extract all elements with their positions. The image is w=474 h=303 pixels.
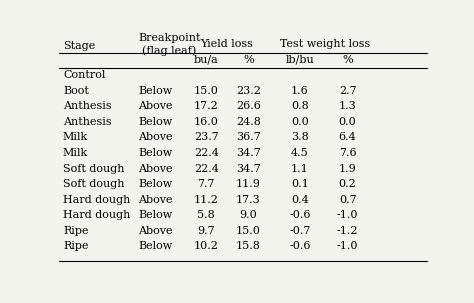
Text: Ripe: Ripe xyxy=(63,226,89,236)
Text: 34.7: 34.7 xyxy=(236,148,261,158)
Text: 0.4: 0.4 xyxy=(291,195,309,205)
Text: -1.0: -1.0 xyxy=(337,241,358,251)
Text: Anthesis: Anthesis xyxy=(63,101,111,112)
Text: Test weight loss: Test weight loss xyxy=(281,39,371,49)
Text: %: % xyxy=(342,55,353,65)
Text: 0.0: 0.0 xyxy=(291,117,309,127)
Text: Hard dough: Hard dough xyxy=(63,210,130,220)
Text: -0.7: -0.7 xyxy=(289,226,310,236)
Text: 17.2: 17.2 xyxy=(194,101,219,112)
Text: 0.2: 0.2 xyxy=(339,179,356,189)
Text: Above: Above xyxy=(138,164,173,174)
Text: 1.9: 1.9 xyxy=(339,164,356,174)
Text: Above: Above xyxy=(138,226,173,236)
Text: 0.8: 0.8 xyxy=(291,101,309,112)
Text: 1.6: 1.6 xyxy=(291,86,309,96)
Text: lb/bu: lb/bu xyxy=(285,55,314,65)
Text: 34.7: 34.7 xyxy=(236,164,261,174)
Text: 0.0: 0.0 xyxy=(339,117,356,127)
Text: -0.6: -0.6 xyxy=(289,210,310,220)
Text: 22.4: 22.4 xyxy=(194,148,219,158)
Text: Below: Below xyxy=(138,117,173,127)
Text: 11.9: 11.9 xyxy=(236,179,261,189)
Text: Stage: Stage xyxy=(63,42,95,52)
Text: %: % xyxy=(243,55,254,65)
Text: 1.3: 1.3 xyxy=(339,101,356,112)
Text: 16.0: 16.0 xyxy=(194,117,219,127)
Text: Milk: Milk xyxy=(63,148,88,158)
Text: Below: Below xyxy=(138,148,173,158)
Text: 36.7: 36.7 xyxy=(236,132,261,142)
Text: Above: Above xyxy=(138,195,173,205)
Text: Below: Below xyxy=(138,241,173,251)
Text: 11.2: 11.2 xyxy=(194,195,219,205)
Text: Ripe: Ripe xyxy=(63,241,89,251)
Text: Anthesis: Anthesis xyxy=(63,117,111,127)
Text: Soft dough: Soft dough xyxy=(63,164,124,174)
Text: 1.1: 1.1 xyxy=(291,164,309,174)
Text: Milk: Milk xyxy=(63,132,88,142)
Text: 6.4: 6.4 xyxy=(339,132,356,142)
Text: 23.2: 23.2 xyxy=(236,86,261,96)
Text: Above: Above xyxy=(138,132,173,142)
Text: Below: Below xyxy=(138,210,173,220)
Text: 10.2: 10.2 xyxy=(194,241,219,251)
Text: Hard dough: Hard dough xyxy=(63,195,130,205)
Text: 0.1: 0.1 xyxy=(291,179,309,189)
Text: 4.5: 4.5 xyxy=(291,148,309,158)
Text: 15.8: 15.8 xyxy=(236,241,261,251)
Text: 9.0: 9.0 xyxy=(239,210,257,220)
Text: bu/a: bu/a xyxy=(194,55,219,65)
Text: 9.7: 9.7 xyxy=(197,226,215,236)
Text: 3.8: 3.8 xyxy=(291,132,309,142)
Text: Below: Below xyxy=(138,179,173,189)
Text: Soft dough: Soft dough xyxy=(63,179,124,189)
Text: 15.0: 15.0 xyxy=(194,86,219,96)
Text: -1.2: -1.2 xyxy=(337,226,358,236)
Text: 24.8: 24.8 xyxy=(236,117,261,127)
Text: Yield loss: Yield loss xyxy=(200,39,253,49)
Text: 23.7: 23.7 xyxy=(194,132,219,142)
Text: 22.4: 22.4 xyxy=(194,164,219,174)
Text: 2.7: 2.7 xyxy=(339,86,356,96)
Text: 0.7: 0.7 xyxy=(339,195,356,205)
Text: 5.8: 5.8 xyxy=(197,210,215,220)
Text: -1.0: -1.0 xyxy=(337,210,358,220)
Text: Boot: Boot xyxy=(63,86,89,96)
Text: 17.3: 17.3 xyxy=(236,195,261,205)
Text: 26.6: 26.6 xyxy=(236,101,261,112)
Text: Below: Below xyxy=(138,86,173,96)
Text: 7.7: 7.7 xyxy=(198,179,215,189)
Text: Control: Control xyxy=(63,70,105,80)
Text: 15.0: 15.0 xyxy=(236,226,261,236)
Text: -0.6: -0.6 xyxy=(289,241,310,251)
Text: Above: Above xyxy=(138,101,173,112)
Text: 7.6: 7.6 xyxy=(339,148,356,158)
Text: Breakpoint
(flag leaf): Breakpoint (flag leaf) xyxy=(138,32,201,56)
